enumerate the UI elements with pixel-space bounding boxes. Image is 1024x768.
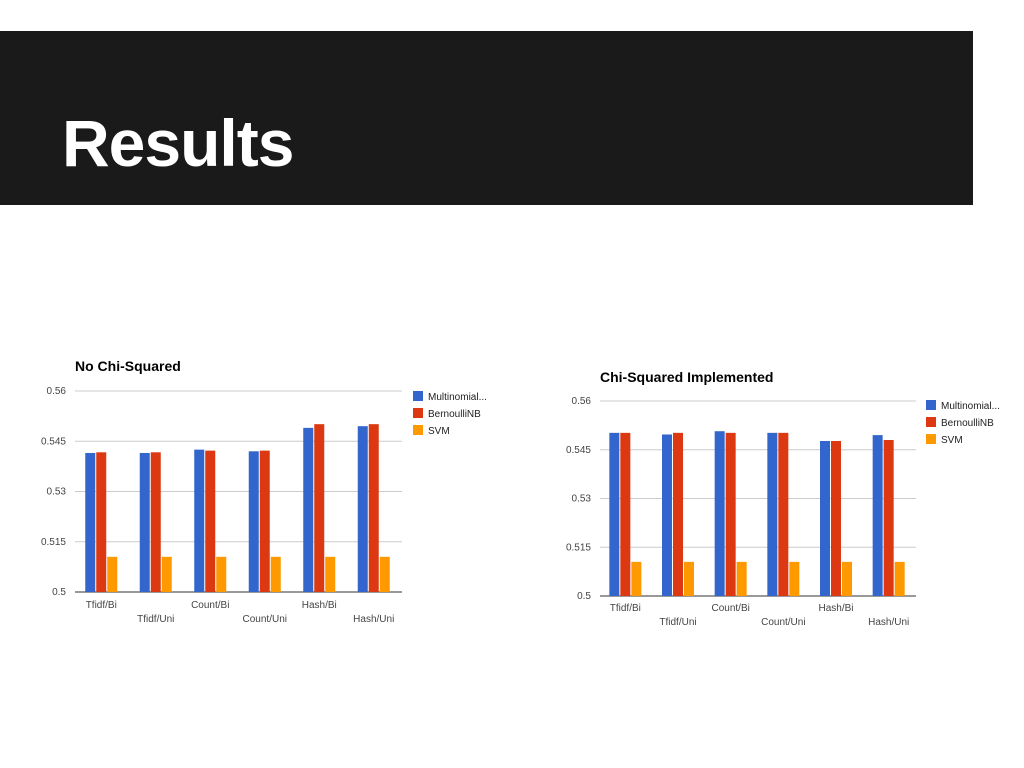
bar [205, 450, 216, 592]
bar [789, 561, 800, 596]
chart-title: Chi-Squared Implemented [600, 369, 773, 385]
y-tick-label: 0.545 [566, 445, 591, 456]
bar [684, 561, 694, 596]
x-tick-label: Hash/Bi [302, 600, 337, 611]
y-tick-label: 0.515 [566, 542, 591, 553]
x-tick-label: Tfidf/Bi [86, 600, 117, 611]
bar [161, 556, 172, 592]
slide-title: Results [62, 106, 294, 180]
x-tick-label: Tfidf/Bi [610, 603, 641, 614]
bar [673, 432, 683, 596]
bar [150, 452, 161, 592]
bar [96, 452, 107, 592]
bar [194, 449, 205, 592]
x-tick-label: Tfidf/Uni [137, 614, 174, 625]
legend-swatch [413, 408, 423, 418]
legend-swatch [926, 400, 936, 410]
x-tick-label: Hash/Bi [818, 603, 853, 614]
x-tick-label: Hash/Uni [868, 617, 909, 628]
x-tick-label: Count/Uni [761, 617, 805, 628]
bar [631, 561, 642, 596]
chart-group: No Chi-Squared 0.5 0.515 0.53 0.545 0.56 Tfidf… [41, 358, 487, 625]
bar [820, 440, 830, 596]
bar [357, 426, 368, 592]
bar [325, 556, 336, 592]
y-tick-label: 0.56 [572, 396, 592, 407]
y-tick-label: 0.5 [577, 591, 591, 602]
bar [894, 561, 905, 596]
bar [259, 450, 270, 592]
y-tick-label: 0.515 [41, 537, 66, 548]
bar [714, 431, 725, 596]
bar [85, 452, 96, 592]
bar [831, 440, 841, 596]
x-tick-label: Count/Bi [711, 603, 749, 614]
legend-label: BernoulliNB [428, 409, 481, 420]
x-tick-label: Count/Uni [243, 614, 287, 625]
legend-swatch [926, 434, 936, 444]
bar [736, 561, 747, 596]
y-tick-label: 0.53 [572, 494, 592, 505]
y-tick-label: 0.53 [47, 487, 67, 498]
bar [368, 424, 379, 592]
bar [872, 435, 883, 596]
bar [379, 556, 390, 592]
bar [725, 432, 736, 596]
legend-swatch [413, 391, 423, 401]
x-tick-label: Tfidf/Uni [659, 617, 696, 628]
header-band [0, 31, 973, 205]
legend-swatch [413, 425, 423, 435]
bar [883, 440, 894, 596]
chart-no-chi-squared: No Chi-Squared 0.5 0.515 0.53 0.545 0.56 Tfidf… [41, 358, 487, 625]
bar [139, 452, 150, 592]
bar [842, 561, 852, 596]
bar [662, 434, 672, 596]
legend-label: SVM [428, 426, 450, 437]
bar [314, 424, 325, 592]
legend-label: SVM [941, 435, 963, 446]
bar [107, 556, 118, 592]
legend-swatch [926, 417, 936, 427]
x-tick-label: Count/Bi [191, 600, 229, 611]
chart-group: Chi-Squared Implemented 0.5 0.515 0.53 0.545… [566, 369, 1000, 628]
bar [270, 556, 281, 592]
chart-chi-squared-implemented: Chi-Squared Implemented 0.5 0.515 0.53 0.545… [566, 369, 1000, 628]
legend-label: Multinomial... [941, 401, 1000, 412]
legend-label: Multinomial... [428, 392, 487, 403]
legend-label: BernoulliNB [941, 418, 994, 429]
chart-title: No Chi-Squared [75, 358, 181, 374]
bar [609, 432, 620, 596]
y-tick-label: 0.5 [52, 587, 66, 598]
bar [767, 432, 778, 596]
bar [216, 556, 227, 592]
bar [303, 427, 314, 592]
bar [248, 451, 259, 592]
y-tick-label: 0.56 [47, 386, 67, 397]
bar [620, 432, 631, 596]
x-tick-label: Hash/Uni [353, 614, 394, 625]
bar [778, 432, 789, 596]
y-tick-label: 0.545 [41, 436, 66, 447]
